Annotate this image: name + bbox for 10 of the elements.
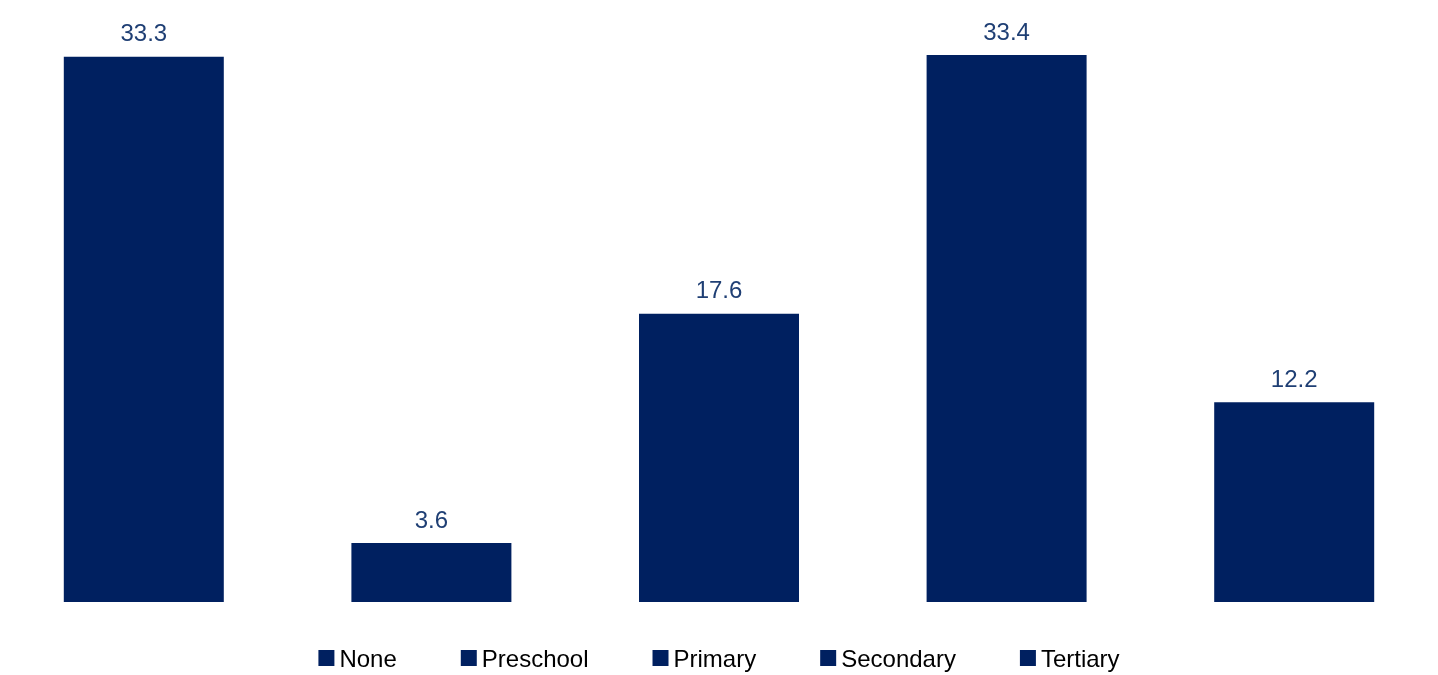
data-label: 3.6: [414, 505, 449, 533]
legend-label: None: [339, 644, 397, 672]
data-label: 17.6: [695, 276, 743, 304]
legend-label: Preschool: [481, 644, 589, 672]
legend-label: Tertiary: [1040, 644, 1120, 672]
data-label: 33.3: [120, 19, 168, 47]
legend-label: Secondary: [841, 644, 956, 672]
legend-label: Primary: [673, 644, 757, 672]
data-label: 12.2: [1270, 364, 1318, 392]
data-label: 33.4: [983, 17, 1030, 45]
